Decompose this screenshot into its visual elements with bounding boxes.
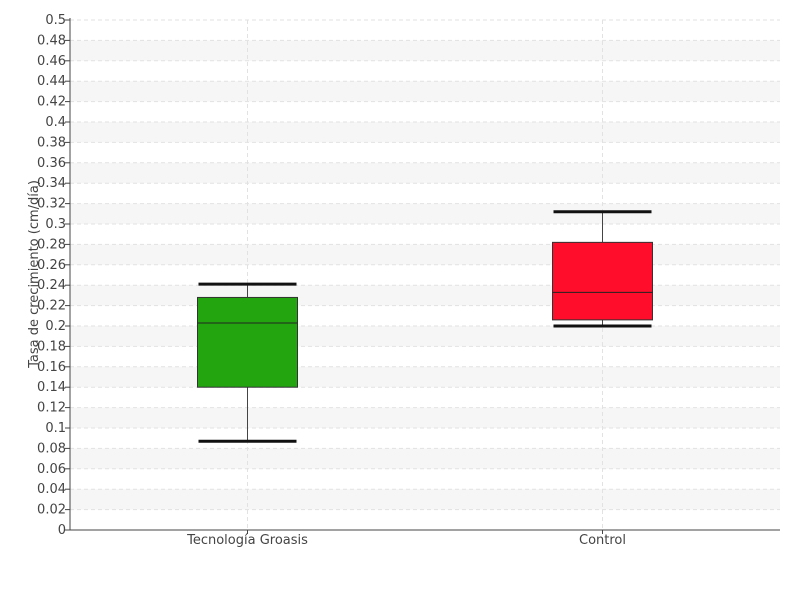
y-tick-label: 0.1 bbox=[45, 421, 66, 436]
grid-band bbox=[70, 366, 780, 388]
y-ticks: 0 0.02 0.04 0.06 0.08 0.1 0.12 0.14 0.16 0.18 0.2 0… bbox=[37, 13, 70, 538]
y-tick-label: 0.2 bbox=[45, 319, 66, 334]
y-tick-label: 0.02 bbox=[37, 503, 66, 518]
y-tick-label: 0.04 bbox=[37, 482, 66, 497]
y-tick-label: 0.26 bbox=[37, 258, 66, 273]
x-tick-labels: Tecnología Groasis Control bbox=[186, 530, 626, 548]
grid-band bbox=[70, 326, 780, 347]
y-tick-label: 0.36 bbox=[37, 156, 66, 171]
y-tick-label: 0.4 bbox=[45, 115, 66, 130]
y-tick-label: 0 bbox=[58, 523, 66, 538]
box-group bbox=[552, 210, 653, 328]
y-tick-label: 0.48 bbox=[37, 33, 66, 48]
box bbox=[552, 241, 653, 321]
y-tick-label: 0.06 bbox=[37, 462, 66, 477]
grid-band bbox=[70, 40, 780, 61]
y-tick-label: 0.5 bbox=[45, 13, 66, 28]
grid-band bbox=[70, 162, 780, 184]
grid-band bbox=[70, 489, 780, 510]
y-axis-title: Tasa de crecimiento (cm/día) bbox=[27, 180, 42, 369]
y-tick-label: 0.34 bbox=[37, 176, 66, 191]
box bbox=[197, 296, 298, 388]
grid-band bbox=[70, 81, 780, 102]
y-tick-label: 0.14 bbox=[37, 380, 66, 395]
x-tick-label: Tecnología Groasis bbox=[186, 533, 308, 548]
boxes bbox=[197, 210, 653, 443]
box-group bbox=[197, 282, 298, 443]
grid-bands bbox=[70, 40, 780, 510]
y-tick-label: 0.08 bbox=[37, 441, 66, 456]
y-tick-label: 0.24 bbox=[37, 278, 66, 293]
grid-lines bbox=[70, 19, 780, 530]
y-tick-label: 0.46 bbox=[37, 54, 66, 69]
y-tick-label: 0.22 bbox=[37, 299, 66, 314]
grid-band bbox=[70, 203, 780, 224]
grid-band bbox=[70, 122, 780, 143]
y-tick-label: 0.38 bbox=[37, 135, 66, 150]
y-tick-label: 0.3 bbox=[45, 217, 66, 232]
y-tick-label: 0.42 bbox=[37, 95, 66, 110]
axes bbox=[69, 18, 780, 531]
grid-band bbox=[70, 407, 780, 428]
grid-band bbox=[70, 244, 780, 265]
y-tick-label: 0.44 bbox=[37, 74, 66, 89]
y-tick-label: 0.12 bbox=[37, 401, 66, 416]
y-tick-label: 0.32 bbox=[37, 197, 66, 212]
y-tick-label: 0.16 bbox=[37, 360, 66, 375]
y-tick-label: 0.18 bbox=[37, 339, 66, 354]
y-tick-label: 0.28 bbox=[37, 237, 66, 252]
x-tick-label: Control bbox=[579, 533, 626, 548]
grid-band bbox=[70, 285, 780, 306]
grid-band bbox=[70, 448, 780, 469]
